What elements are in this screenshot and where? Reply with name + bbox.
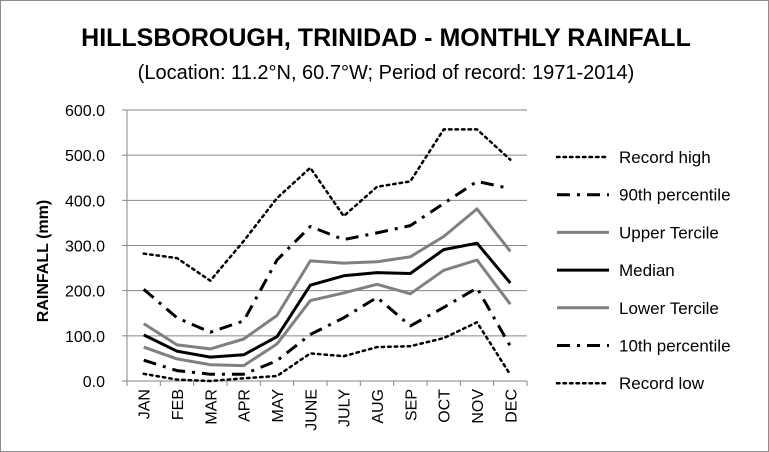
legend: Record high 90th percentile Upper Tercile M… bbox=[555, 148, 731, 393]
legend-label: Median bbox=[619, 261, 675, 280]
x-tick-label: JAN bbox=[137, 389, 154, 419]
legend-label: Record low bbox=[619, 374, 705, 393]
x-tick-label: JUNE bbox=[303, 389, 320, 431]
y-tick-label: 300.0 bbox=[65, 239, 105, 256]
y-tick-label: 400.0 bbox=[65, 193, 105, 210]
x-tick-label: JULY bbox=[337, 389, 354, 427]
x-tick-label: SEP bbox=[403, 389, 420, 421]
y-tick-label: 200.0 bbox=[65, 284, 105, 301]
chart-title: HILLSBOROUGH, TRINIDAD - MONTHLY RAINFAL… bbox=[81, 24, 691, 52]
y-tick-label: 0.0 bbox=[83, 374, 105, 391]
series-line-lower-tercile bbox=[143, 258, 512, 368]
legend-label: 10th percentile bbox=[619, 337, 731, 356]
legend-label: Record high bbox=[619, 148, 711, 167]
y-axis-label: RAINFALL (mm) bbox=[35, 200, 52, 322]
legend-label: 90th percentile bbox=[619, 186, 731, 205]
y-tick-label: 100.0 bbox=[65, 329, 105, 346]
chart-subtitle: (Location: 11.2°N, 60.7°W; Period of rec… bbox=[138, 62, 635, 84]
x-tick-label: OCT bbox=[437, 389, 454, 423]
axes bbox=[122, 109, 528, 386]
gridlines bbox=[127, 109, 527, 337]
x-tick-label: NOV bbox=[470, 389, 487, 424]
y-tick-label: 500.0 bbox=[65, 148, 105, 165]
series-line-record-low bbox=[142, 321, 512, 383]
x-tick-label: APR bbox=[237, 389, 254, 422]
y-tick-labels: 0.0 100.0 200.0 300.0 400.0 500.0 600.0 bbox=[65, 103, 105, 391]
series-line-record-high bbox=[142, 128, 512, 282]
x-tick-labels: JAN FEB MAR APR MAY JUNE JULY AUG SEP OCT NOV DEC bbox=[137, 389, 521, 431]
series-line-10th-percentile bbox=[143, 286, 512, 376]
legend-label: Upper Tercile bbox=[619, 223, 719, 242]
x-tick-label: MAR bbox=[203, 389, 220, 425]
x-tick-label: DEC bbox=[503, 389, 520, 423]
series-line-90th-percentile bbox=[142, 179, 511, 334]
series-lines bbox=[142, 128, 512, 383]
y-tick-label: 600.0 bbox=[65, 103, 105, 120]
series-line-median bbox=[143, 241, 512, 359]
x-tick-label: AUG bbox=[370, 389, 387, 424]
x-tick-label: FEB bbox=[170, 389, 187, 420]
x-tick-label: MAY bbox=[270, 389, 287, 423]
legend-label: Lower Tercile bbox=[619, 299, 719, 318]
series-line-upper-tercile bbox=[142, 207, 512, 351]
